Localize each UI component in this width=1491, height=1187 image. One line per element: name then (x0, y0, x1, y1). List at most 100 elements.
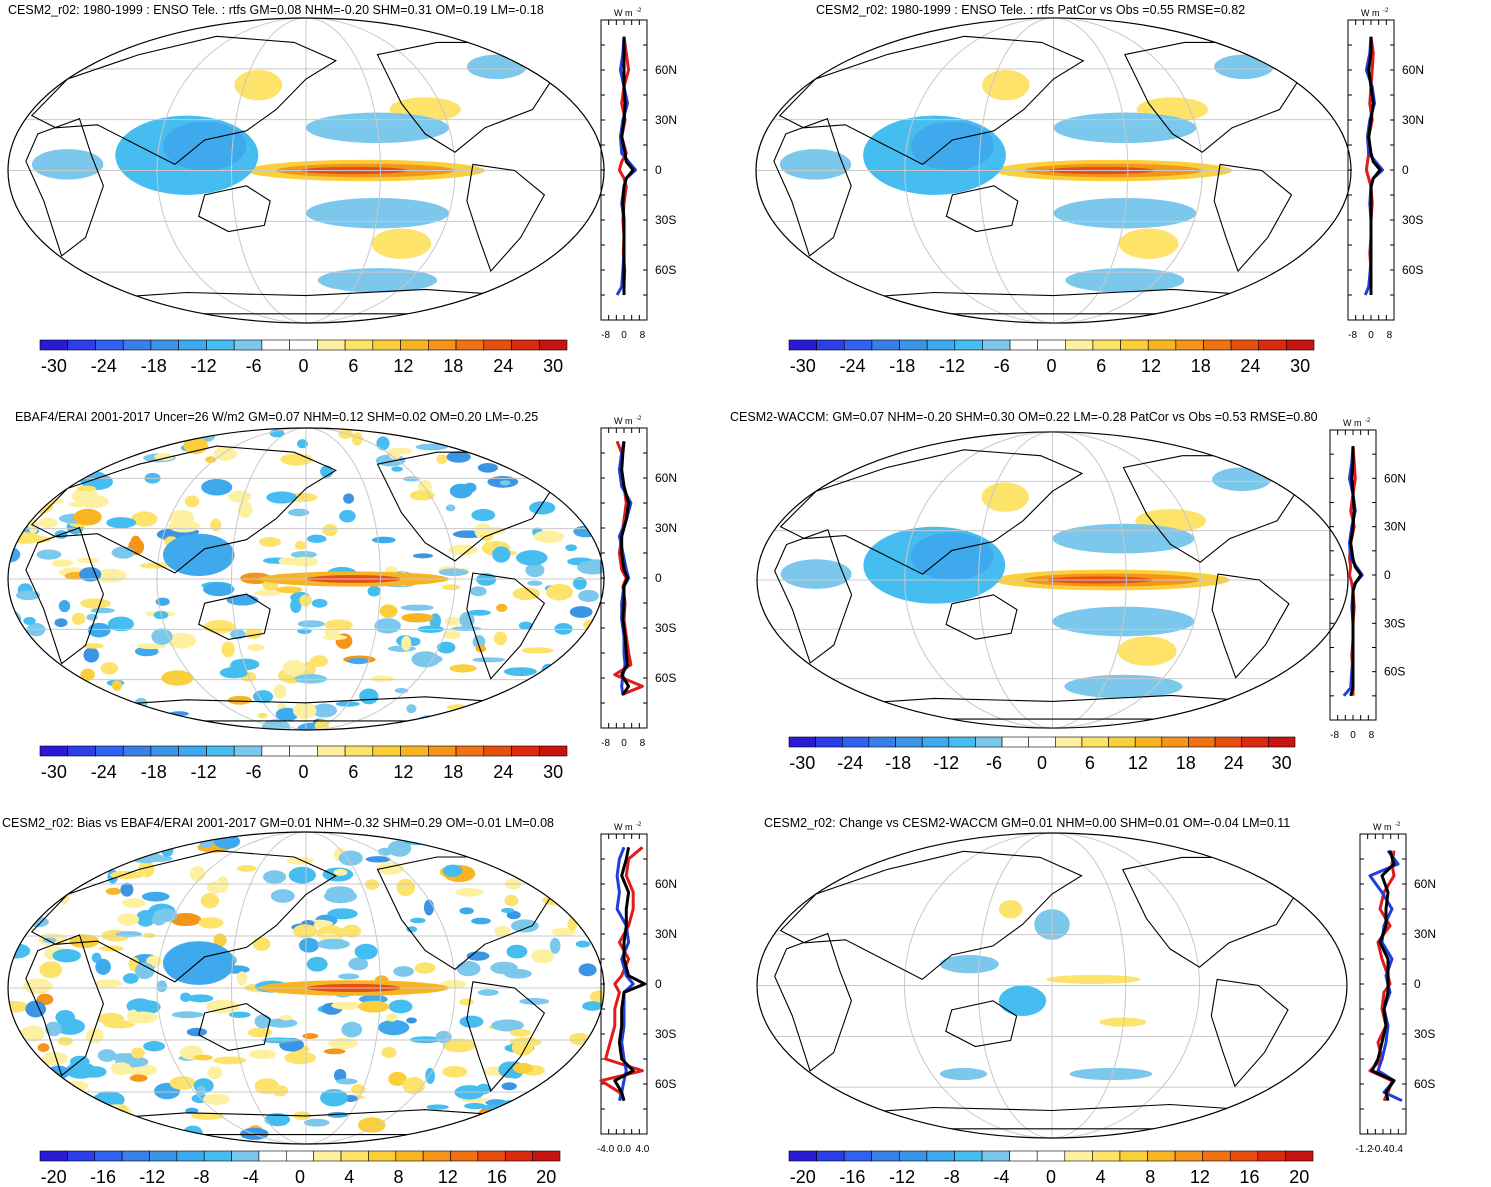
map-contour-patch (575, 940, 591, 948)
map-contour-patch (161, 670, 194, 686)
map-contour-patch (374, 618, 401, 634)
map-contour-patch (143, 1041, 166, 1052)
map-contour-patch (105, 887, 121, 895)
map-contour-patch (514, 686, 538, 704)
map-contour-patch (342, 924, 361, 938)
colorbar-swatch (483, 745, 512, 757)
colorbar-swatch (150, 745, 179, 757)
map-contour-patch (1212, 467, 1272, 492)
coastline (25, 526, 104, 665)
zonal-x-tick-label: 0 (621, 738, 627, 749)
map-contour-patch (564, 664, 594, 676)
colorbar-tick-label: 6 (348, 762, 358, 782)
map-contour-patch (459, 1015, 484, 1028)
colorbar-tick-label: 12 (1190, 1167, 1210, 1187)
colorbar-swatch (1055, 736, 1083, 748)
map-contour-patch (537, 702, 567, 711)
coastline (466, 163, 546, 273)
zonal-mean-series-line (599, 846, 644, 1102)
panel-title: CESM2_r02: Bias vs EBAF4/ERAI 2001-2017 … (2, 816, 554, 830)
map-contour-patch (492, 546, 511, 563)
map-contour-patch (162, 533, 235, 576)
map-contour-patch (582, 1001, 603, 1011)
map-contour-patch (549, 454, 563, 461)
map-contour-patch (8, 897, 29, 905)
map-contour-patch (278, 557, 297, 566)
coastline (845, 1103, 1259, 1130)
map-contour-patch (528, 501, 556, 515)
map-contour-patch (533, 833, 561, 851)
unit-exponent: -2 (1395, 822, 1401, 828)
map-contour-patch (549, 937, 561, 954)
coastline (1211, 573, 1290, 679)
map-contour-patch (589, 990, 604, 1004)
lat-tick-label: 30N (1414, 927, 1436, 941)
unit-exponent: -2 (636, 416, 642, 422)
map-contour-patch (320, 1089, 348, 1107)
map-contour-patch (193, 1054, 213, 1061)
map-contour-patch (8, 905, 23, 923)
map-contour-patch (64, 692, 96, 707)
map-contour-patch (309, 655, 329, 667)
colorbar-swatch (816, 339, 845, 351)
map-contour-patch (333, 868, 348, 876)
unit-label: W m (1361, 8, 1380, 18)
map-contour-patch (518, 621, 533, 630)
map-contour-patch (282, 659, 306, 677)
zonal-mean-series-line (615, 846, 635, 1102)
colorbar-tick-label: -24 (91, 356, 117, 376)
map-contour-patch (359, 688, 379, 705)
lat-tick-label: 30S (1384, 616, 1405, 630)
colorbar-tick-label: -16 (90, 1167, 116, 1187)
zonal-x-tick-label: 8 (640, 738, 646, 749)
map-contour-patch (506, 910, 521, 920)
map-contour-patch (111, 680, 123, 691)
map-contour-patch (80, 668, 95, 681)
map-contour-patch (441, 584, 461, 591)
map-contour-patch (286, 857, 314, 865)
map-contour-patch (358, 1000, 390, 1013)
map-contour-patch (385, 1013, 399, 1022)
map-contour-patch (325, 886, 354, 898)
coastline (845, 694, 1260, 720)
unit-exponent: -2 (1365, 418, 1371, 424)
map-contour-patch (406, 704, 417, 714)
colorbar-tick-label: 24 (1224, 753, 1244, 773)
colorbar-swatch (948, 736, 976, 748)
map-contour-patch (393, 966, 414, 977)
colorbar-swatch (532, 1150, 561, 1162)
map-contour-patch (578, 963, 597, 977)
colorbar-tick-label: 20 (1289, 1167, 1309, 1187)
map-contour-patch (381, 1046, 397, 1058)
map-contour-patch (107, 616, 135, 632)
map-contour-patch (389, 450, 401, 460)
map-field (8, 18, 604, 324)
map-contour-patch (322, 634, 348, 641)
coastline (97, 288, 515, 315)
map-contour-patch (331, 1001, 362, 1010)
map-contour-patch (8, 653, 29, 669)
map-contour-patch (41, 1051, 68, 1066)
colorbar-tick-label: 0 (295, 1167, 305, 1187)
map-contour-patch (436, 454, 448, 464)
colorbar-swatch (149, 1150, 178, 1162)
map-contour-patch (168, 632, 197, 649)
colorbar-swatch (954, 339, 983, 351)
colorbar-tick-label: 12 (438, 1167, 458, 1187)
colorbar-tick-label: 18 (443, 762, 463, 782)
map-contour-patch (40, 1084, 72, 1098)
map-contour-patch (1064, 674, 1183, 699)
map-contour-patch (519, 998, 550, 1005)
map-contour-patch (210, 518, 222, 532)
lat-tick-label: 30N (655, 521, 677, 535)
map-contour-patch (186, 1027, 208, 1037)
map-contour-patch (1099, 1017, 1147, 1027)
map-contour-patch (503, 667, 537, 677)
colorbar-tick-label: -12 (939, 356, 965, 376)
colorbar-swatch (286, 1150, 314, 1162)
unit-exponent: -2 (1383, 8, 1389, 14)
panel-6: CESM2_r02: Change vs CESM2-WACCM GM=0.01… (756, 816, 1436, 1187)
map-contour-patch (572, 693, 598, 703)
colorbar-swatch (1092, 339, 1121, 351)
map-contour-patch (348, 957, 369, 971)
